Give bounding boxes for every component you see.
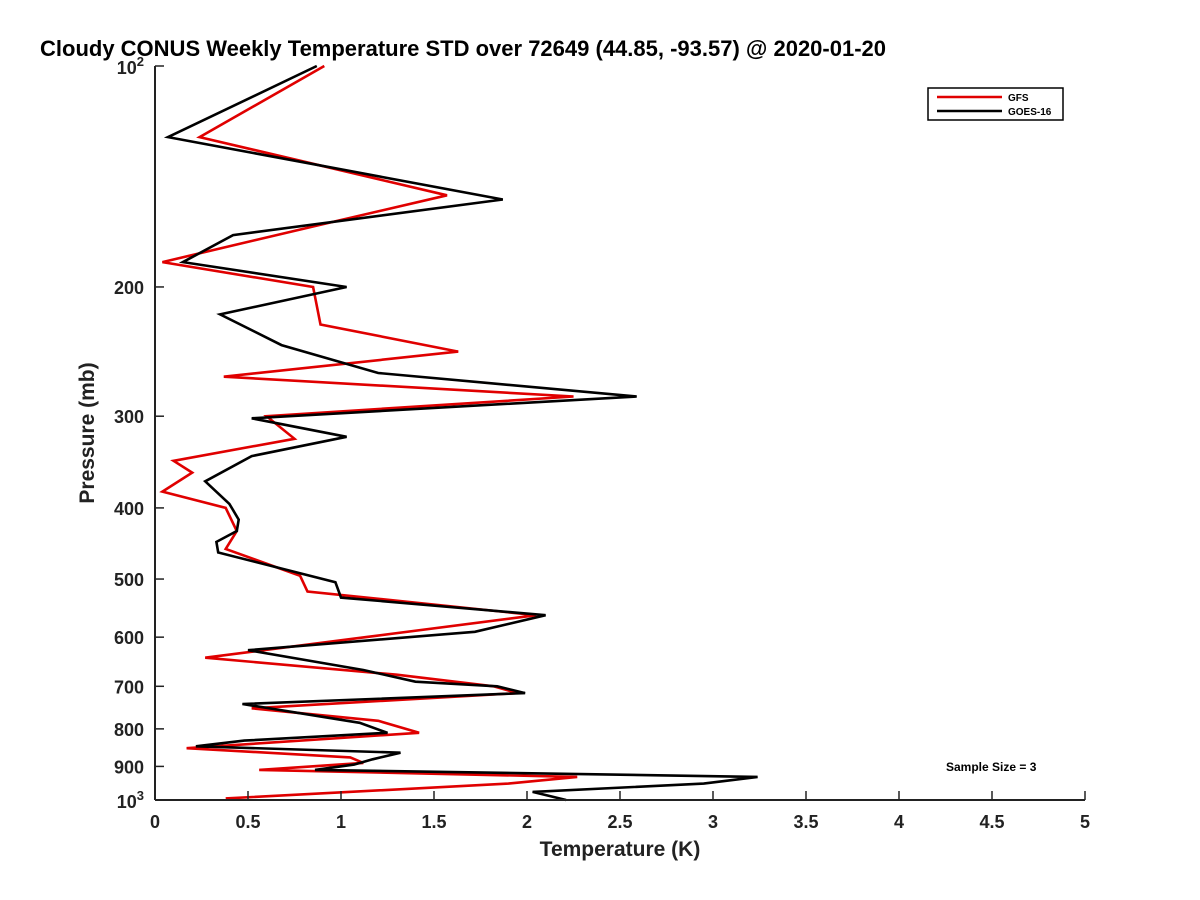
y-tick-label: 500: [114, 570, 144, 590]
y-tick-label: 400: [114, 499, 144, 519]
x-tick-label: 1: [336, 812, 346, 832]
y-tick-label: 900: [114, 757, 144, 777]
y-tick-label: 600: [114, 628, 144, 648]
chart-title: Cloudy CONUS Weekly Temperature STD over…: [40, 36, 886, 61]
legend-box: [927, 87, 1064, 121]
y-tick-label-power: 102: [117, 54, 144, 78]
series-line-gfs: [159, 64, 578, 800]
y-tick-label: 300: [114, 407, 144, 427]
plot-area: 0 0.5 1 1.5 2 2.5 3 3.5 4 4.5 5 200 300 400 500 600 700…: [114, 54, 1090, 832]
legend: GFS GOES-16: [927, 87, 1064, 121]
x-tick-label: 2: [522, 812, 532, 832]
x-tick-label: 2.5: [607, 812, 632, 832]
legend-label-goes16: GOES-16: [1008, 107, 1052, 118]
series-line-goes16: [163, 64, 758, 802]
x-tick-label: 3: [708, 812, 718, 832]
y-tick-label: 800: [114, 720, 144, 740]
series-layer: [159, 64, 758, 802]
x-tick-label: 3.5: [793, 812, 818, 832]
x-tick-label: 4.5: [979, 812, 1004, 832]
x-axis-label: Temperature (K): [540, 838, 701, 861]
x-tick-label: 0: [150, 812, 160, 832]
sample-size-annotation: Sample Size = 3: [946, 760, 1037, 774]
y-tick-label: 200: [114, 278, 144, 298]
x-tick-label: 1.5: [421, 812, 446, 832]
x-tick-label: 4: [894, 812, 904, 832]
y-tick-label: 700: [114, 677, 144, 697]
y-axis-label: Pressure (mb): [76, 362, 99, 503]
y-ticks: 200 300 400 500 600 700 800 900 102 103: [114, 54, 164, 812]
x-tick-label: 5: [1080, 812, 1090, 832]
y-tick-label-power: 103: [117, 788, 144, 812]
x-tick-label: 0.5: [235, 812, 260, 832]
legend-label-gfs: GFS: [1008, 93, 1029, 104]
x-ticks: 0 0.5 1 1.5 2 2.5 3 3.5 4 4.5 5: [150, 791, 1090, 832]
